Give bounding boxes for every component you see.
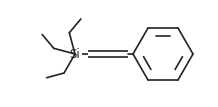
Text: Si: Si [70, 48, 80, 60]
